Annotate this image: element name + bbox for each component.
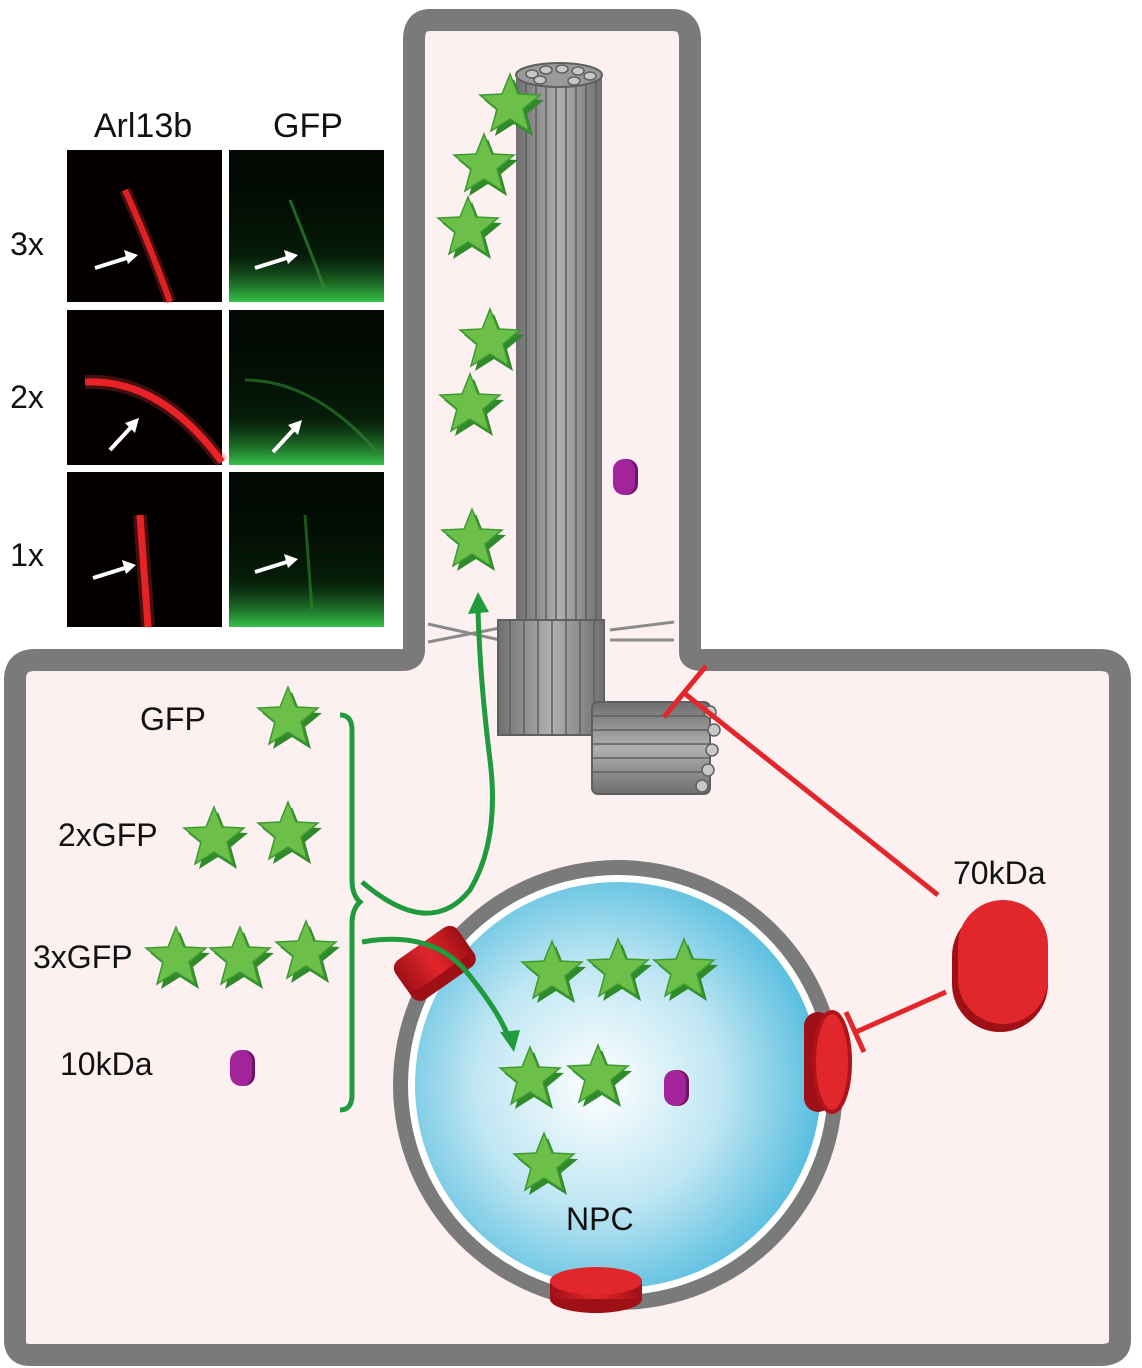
inhibition-to-npc [843, 989, 948, 1054]
label-70kda: 70kDa [953, 855, 1046, 891]
image-gfp-3x [229, 150, 384, 302]
legend-brace [339, 712, 364, 1113]
arrow-to-nucleus [361, 936, 511, 1037]
column-header-arl13b: Arl13b [94, 107, 192, 145]
column-header-gfp: GFP [273, 107, 343, 145]
image-arl13b-3x [67, 150, 222, 304]
legend-label-gfp: GFP [140, 701, 206, 737]
microscopy-panel: Arl13b GFP 3x 2x 1x [10, 107, 384, 628]
nucleus [393, 860, 843, 1310]
image-gfp-1x [229, 472, 384, 627]
npc-bottom [550, 1267, 642, 1313]
image-gfp-2x [229, 310, 384, 465]
image-arl13b-2x [67, 310, 228, 467]
transition-fibers [427, 620, 675, 644]
protein-70kda [952, 900, 1048, 1032]
arrow-to-cilium-head [468, 592, 489, 614]
small-protein-cilium [613, 459, 638, 495]
small-protein-nucleus [664, 1070, 689, 1106]
row-label-2x: 2x [10, 379, 44, 415]
row-label-3x: 3x [10, 226, 44, 262]
arrow-to-cilium [360, 609, 495, 916]
npc-left [393, 925, 476, 1001]
legend-label-10kda: 10kDa [60, 1046, 153, 1082]
label-npc: NPC [566, 1201, 634, 1237]
row-label-1x: 1x [10, 537, 44, 573]
daughter-centriole [591, 701, 721, 795]
image-arl13b-1x [67, 472, 222, 628]
basal-body [497, 619, 605, 736]
inhibition-to-cilium [662, 664, 940, 897]
axoneme [515, 62, 603, 640]
legend-small-protein [230, 1050, 255, 1086]
legend-label-3xgfp: 3xGFP [33, 939, 133, 975]
legend-label-2xgfp: 2xGFP [58, 817, 158, 853]
npc-right [804, 1010, 852, 1114]
arrow-to-nucleus-head [500, 1030, 520, 1052]
